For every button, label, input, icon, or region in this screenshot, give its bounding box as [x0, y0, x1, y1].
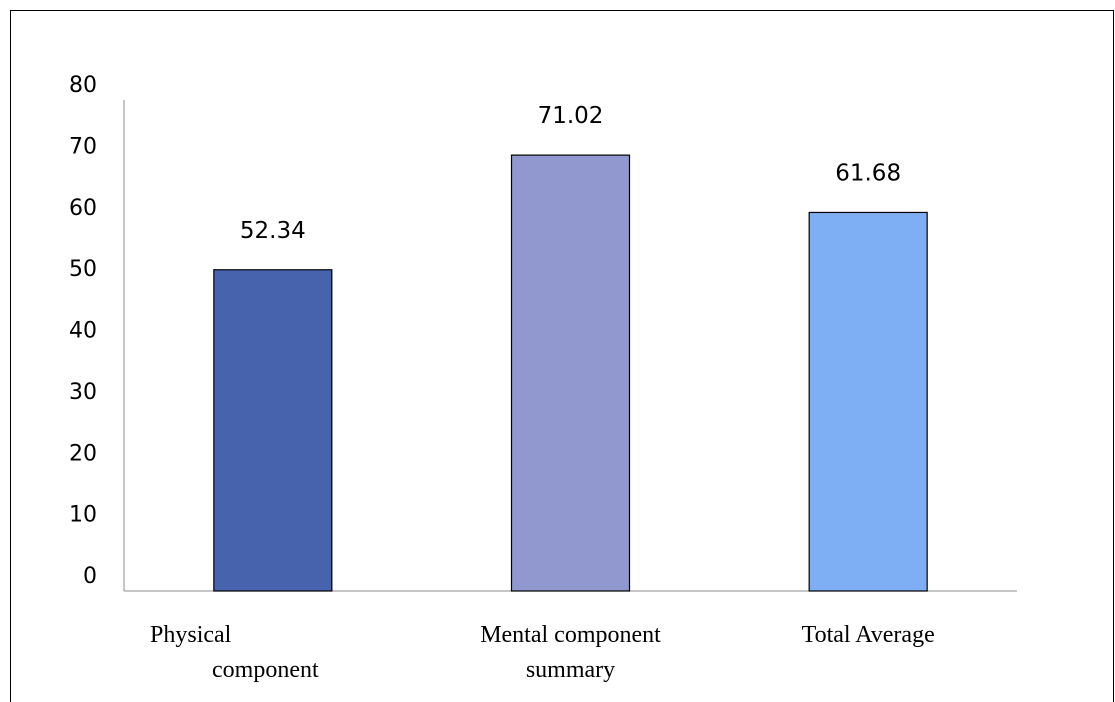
y-tick-label: 10	[69, 503, 97, 528]
y-tick-label: 30	[69, 380, 97, 405]
bar	[510, 154, 631, 592]
x-tick-label: Physical	[150, 622, 232, 648]
x-axis-labels: Physical component Mental component summary…	[150, 622, 935, 683]
y-tick-label: 70	[69, 134, 97, 159]
bars	[213, 154, 928, 592]
data-label: 52.34	[240, 218, 306, 244]
data-label: 61.68	[835, 160, 901, 186]
y-tick-label: 40	[69, 319, 97, 344]
y-tick-label: 50	[69, 257, 97, 282]
data-label: 71.02	[538, 103, 604, 129]
y-tick-label: 80	[69, 73, 97, 98]
x-tick-label: Total Average	[802, 622, 935, 648]
x-tick-label: summary	[526, 657, 615, 683]
x-tick-label: Mental component	[480, 622, 661, 648]
bar	[213, 269, 333, 592]
y-axis-ticks: 0 10 20 30 40 50 60 70 80	[69, 73, 97, 589]
bar	[808, 211, 928, 592]
y-tick-label: 60	[69, 196, 97, 221]
y-tick-label: 0	[83, 564, 97, 589]
x-tick-label: component	[212, 657, 319, 683]
data-labels: 52.34 71.02 61.68	[240, 103, 901, 244]
y-tick-label: 20	[69, 441, 97, 466]
